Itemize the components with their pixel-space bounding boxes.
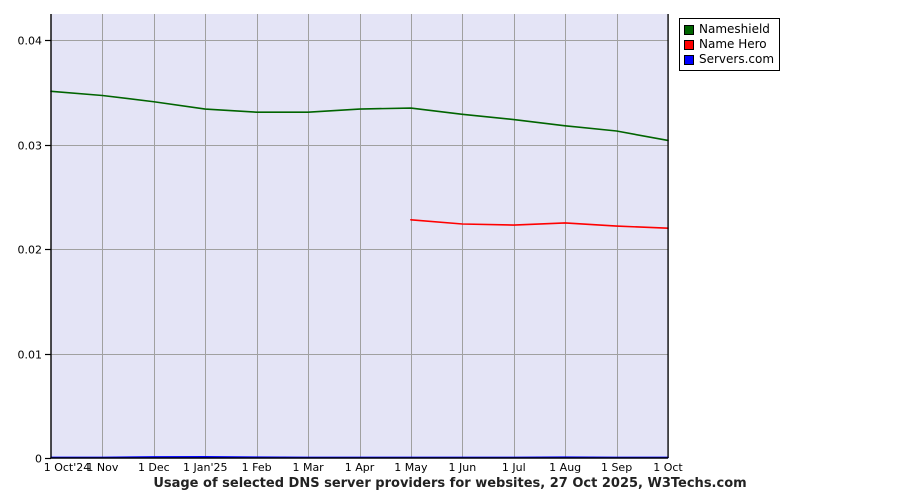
chart-legend: Nameshield Name Hero Servers.com [679,18,781,71]
series-line-nameshield [50,90,669,142]
x-tick-label: 1 Aug [549,461,581,474]
x-tick-label: 1 May [394,461,428,474]
x-tick-label: 1 Oct'24 [44,461,91,474]
chart-caption: Usage of selected DNS server providers f… [153,476,747,491]
y-axis-ticks: 0 0.01 0.02 0.03 0.04 [18,35,51,466]
legend-swatch-name-hero [684,39,694,50]
legend-item-name-hero: Name Hero [684,37,774,52]
plot-area-background [51,14,668,458]
plot-background-group [51,14,668,458]
x-tick-label: 1 Oct [653,461,683,474]
y-tick-label: 0.02 [18,244,43,257]
y-tick-label: 0.03 [18,140,43,153]
x-tick-label: 1 Feb [242,461,272,474]
legend-item-servers-com: Servers.com [684,52,774,67]
x-tick-label: 1 Jan'25 [183,461,227,474]
legend-swatch-servers-com [684,54,694,65]
series-line-name-hero [410,219,669,229]
y-tick-label: 0.01 [18,349,43,362]
x-axis-ticks: 1 Oct'241 Nov 1 Dec 1 Jan'25 1 Feb 1 Mar 1 Ap… [44,461,684,474]
y-tick-label: 0.04 [18,35,43,48]
legend-swatch-nameshield [684,24,694,35]
x-tick-label: 1 Dec [138,461,170,474]
legend-item-nameshield: Nameshield [684,22,774,37]
x-tick-label: 1 Mar [292,461,324,474]
x-tick-label: 1 Jul [502,461,526,474]
legend-label-servers-com: Servers.com [699,52,775,66]
legend-label-name-hero: Name Hero [699,37,767,51]
x-tick-label: 1 Apr [345,461,375,474]
x-tick-label: 1 Jun [448,461,476,474]
legend-label-nameshield: Nameshield [699,22,770,36]
axis-lines [50,14,669,459]
y-tick-label: 0 [35,453,42,466]
x-tick-label: 1 Sep [601,461,632,474]
x-tick-label: 1 Nov [86,461,118,474]
